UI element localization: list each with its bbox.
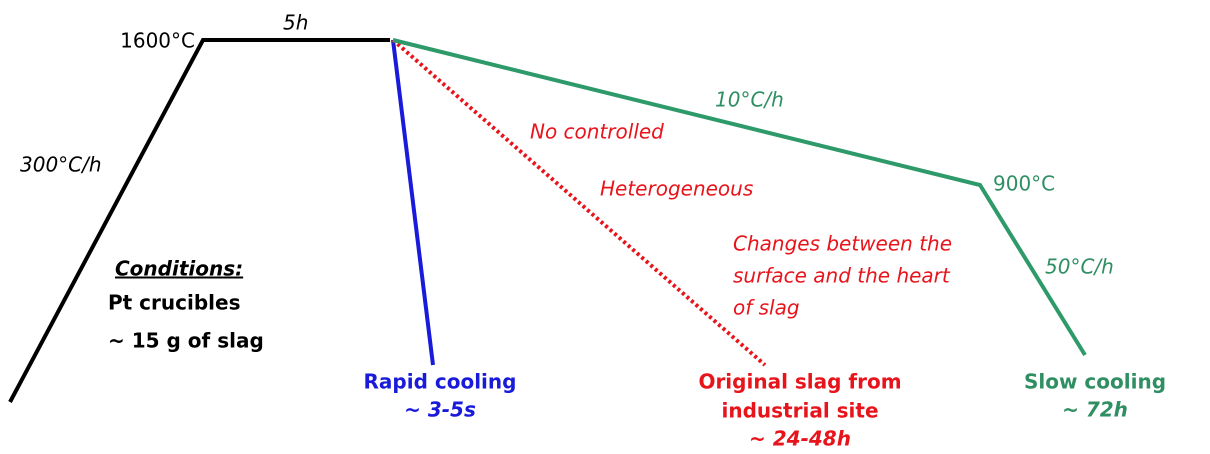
condition: Pt crucibles xyxy=(108,291,241,315)
condition: ~ 15 g of slag xyxy=(108,329,264,353)
rapid-time: ~ 3-5s xyxy=(404,398,476,422)
original-label: industrial site xyxy=(721,399,878,423)
conditions-title: Conditions: xyxy=(115,257,243,281)
note: Heterogeneous xyxy=(600,177,753,201)
original-label: Original slag from xyxy=(698,370,901,394)
note: No controlled xyxy=(530,120,664,144)
mid-temp: 900°C xyxy=(993,172,1055,196)
slow-rate: 10°C/h xyxy=(715,88,784,112)
slow-time: ~ 72h xyxy=(1062,398,1128,422)
slow-rate: 50°C/h xyxy=(1045,255,1114,279)
hold-time: 5h xyxy=(283,11,308,35)
original-time: ~ 24-48h xyxy=(749,427,851,451)
rapid-label: Rapid cooling xyxy=(364,370,517,394)
note: Changes between the xyxy=(733,232,952,256)
heating-line xyxy=(8,38,390,403)
heating-rate: 300°C/h xyxy=(20,153,102,177)
note: of slag xyxy=(733,296,800,320)
peak-temp: 1600°C xyxy=(120,29,195,53)
rapid-line xyxy=(391,39,435,366)
note: surface and the heart xyxy=(733,264,951,288)
slow-line xyxy=(392,38,1087,357)
slow-label: Slow cooling xyxy=(1024,370,1166,394)
original-line xyxy=(391,38,767,367)
